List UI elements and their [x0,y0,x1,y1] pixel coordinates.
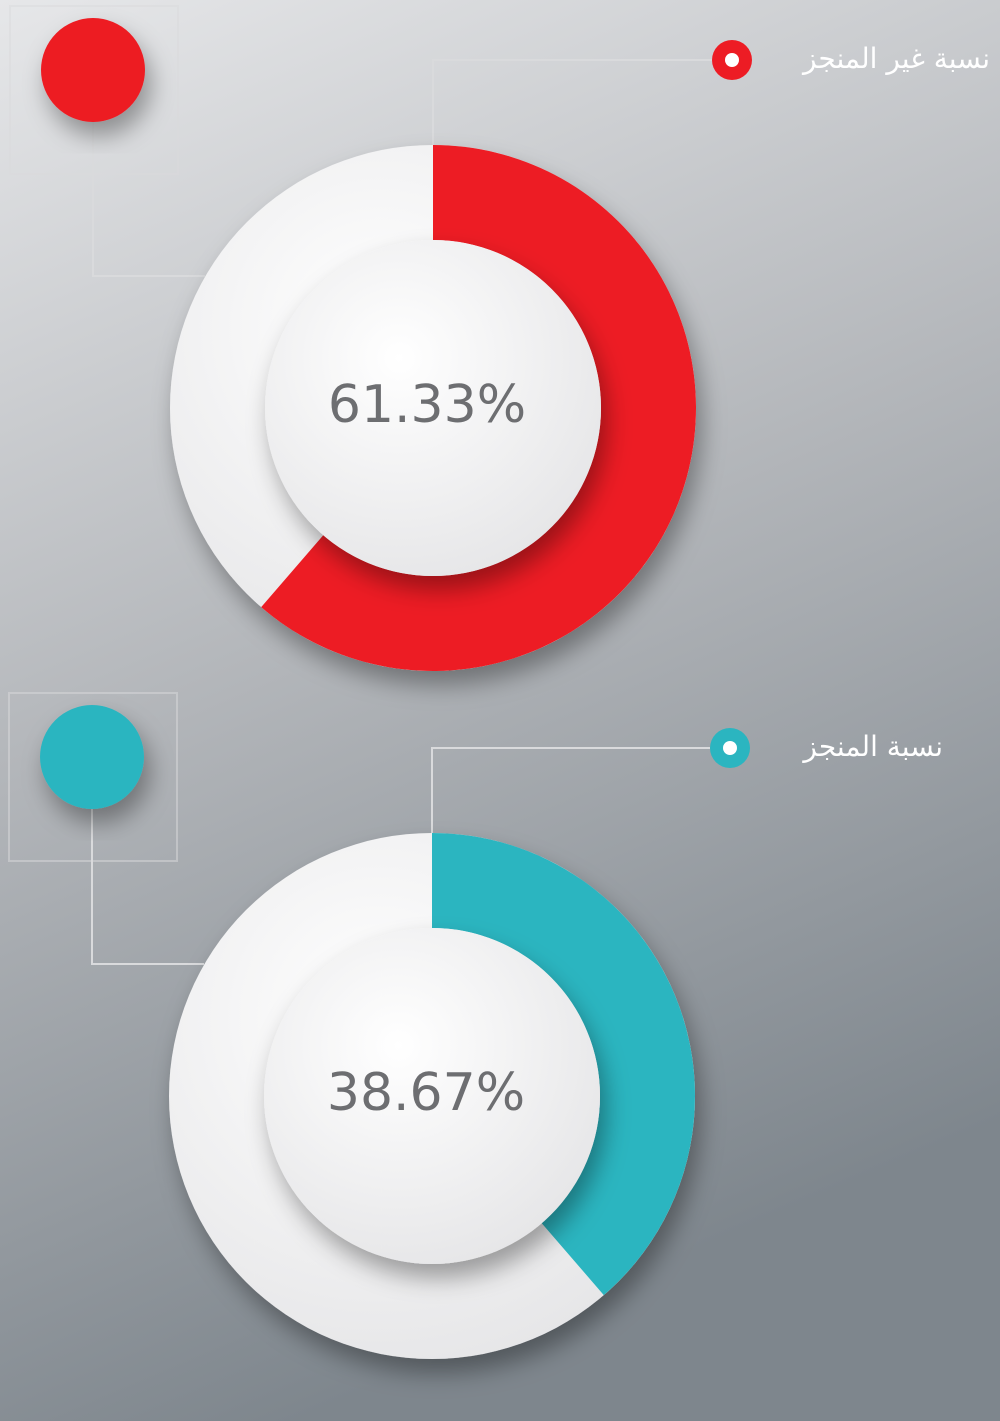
inner-circle [265,240,601,576]
donut-segment [261,145,697,672]
inner-circle [264,928,600,1264]
value-label: 61.33% [328,375,526,435]
connector [91,757,204,965]
legend-dot-center [723,741,737,755]
connector [92,70,205,277]
deco-circle [41,18,145,122]
donut-segment [432,833,695,1296]
legend-label: نسبة المنجز [801,730,943,763]
legend-label: نسبة غير المنجز [801,42,990,75]
deco-circle [40,705,144,809]
connector [432,59,712,145]
charts: 61.33% نسبة غير المنجز 38.67% نسبة المنجز [8,5,990,1359]
legend-dot-center [725,53,739,67]
connector [431,747,710,833]
value-label: 38.67% [327,1063,525,1123]
